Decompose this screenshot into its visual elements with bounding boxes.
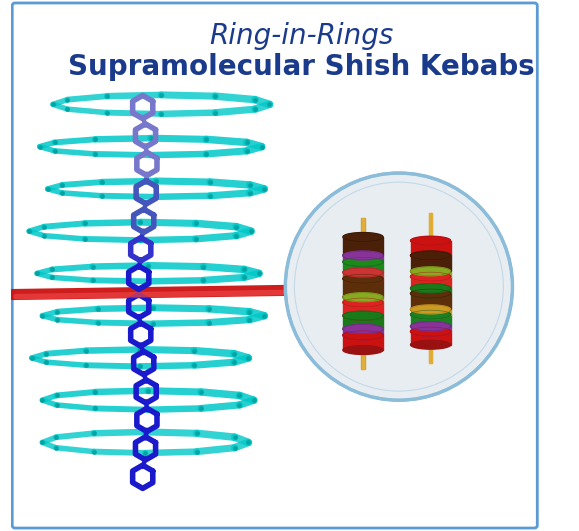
Polygon shape bbox=[343, 298, 383, 307]
Polygon shape bbox=[343, 303, 383, 316]
Polygon shape bbox=[411, 289, 450, 298]
Polygon shape bbox=[343, 346, 383, 354]
Text: Ring-in-Rings: Ring-in-Rings bbox=[209, 22, 393, 50]
Polygon shape bbox=[411, 326, 450, 331]
FancyBboxPatch shape bbox=[12, 3, 537, 528]
Polygon shape bbox=[343, 279, 383, 297]
Polygon shape bbox=[411, 310, 450, 319]
Polygon shape bbox=[411, 267, 450, 276]
Polygon shape bbox=[343, 251, 383, 260]
Polygon shape bbox=[343, 251, 383, 260]
Polygon shape bbox=[411, 267, 450, 276]
Polygon shape bbox=[343, 297, 383, 303]
Polygon shape bbox=[343, 311, 383, 320]
Polygon shape bbox=[411, 272, 450, 281]
Polygon shape bbox=[411, 310, 450, 319]
Polygon shape bbox=[411, 277, 450, 288]
Polygon shape bbox=[429, 213, 432, 363]
Polygon shape bbox=[411, 327, 450, 336]
Polygon shape bbox=[343, 275, 383, 283]
Polygon shape bbox=[343, 262, 383, 272]
Polygon shape bbox=[343, 268, 383, 277]
Polygon shape bbox=[343, 258, 383, 266]
Polygon shape bbox=[343, 293, 383, 302]
Polygon shape bbox=[343, 331, 383, 340]
Polygon shape bbox=[343, 324, 383, 333]
Polygon shape bbox=[411, 288, 450, 294]
Polygon shape bbox=[411, 340, 450, 349]
Polygon shape bbox=[411, 331, 450, 345]
Polygon shape bbox=[411, 271, 450, 277]
Polygon shape bbox=[343, 298, 383, 307]
Polygon shape bbox=[343, 324, 383, 333]
Polygon shape bbox=[411, 305, 450, 314]
Polygon shape bbox=[343, 268, 383, 277]
Polygon shape bbox=[411, 284, 450, 293]
Polygon shape bbox=[411, 310, 450, 315]
Polygon shape bbox=[343, 275, 383, 283]
Polygon shape bbox=[343, 311, 383, 320]
Polygon shape bbox=[362, 218, 364, 369]
Polygon shape bbox=[411, 315, 450, 326]
Polygon shape bbox=[411, 251, 450, 260]
Polygon shape bbox=[411, 322, 450, 331]
Polygon shape bbox=[343, 258, 383, 266]
Polygon shape bbox=[343, 255, 383, 262]
Polygon shape bbox=[411, 284, 450, 293]
Polygon shape bbox=[343, 237, 383, 255]
Polygon shape bbox=[411, 255, 450, 271]
Polygon shape bbox=[411, 294, 450, 310]
Polygon shape bbox=[343, 293, 383, 302]
Polygon shape bbox=[411, 241, 450, 255]
Polygon shape bbox=[343, 329, 383, 335]
Polygon shape bbox=[343, 335, 383, 350]
Polygon shape bbox=[411, 322, 450, 331]
Text: Supramolecular Shish Kebabs: Supramolecular Shish Kebabs bbox=[68, 54, 534, 81]
Polygon shape bbox=[343, 316, 383, 329]
Polygon shape bbox=[343, 233, 383, 242]
Polygon shape bbox=[343, 331, 383, 340]
Polygon shape bbox=[411, 272, 450, 281]
Polygon shape bbox=[411, 305, 450, 314]
Polygon shape bbox=[361, 218, 365, 369]
Polygon shape bbox=[428, 213, 433, 363]
Polygon shape bbox=[411, 251, 450, 260]
Polygon shape bbox=[411, 327, 450, 336]
Polygon shape bbox=[411, 236, 450, 245]
Circle shape bbox=[285, 173, 512, 400]
Polygon shape bbox=[343, 272, 383, 279]
Polygon shape bbox=[411, 289, 450, 298]
